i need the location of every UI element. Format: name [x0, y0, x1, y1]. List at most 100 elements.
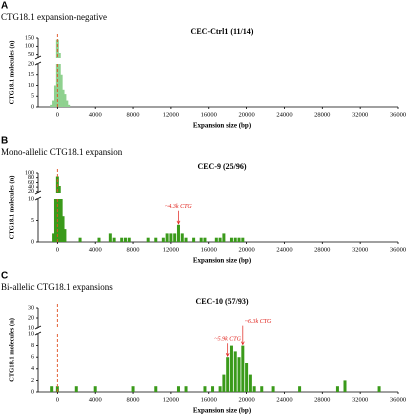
panel-title: Bi-allelic CTG18.1 expansions [1, 282, 113, 292]
x-tick-label: 8000 [127, 111, 140, 118]
bar [203, 386, 207, 392]
bar [218, 237, 222, 242]
y-tick-label: 10 [28, 325, 34, 331]
bar [218, 386, 222, 392]
y-tick-label: 8 [31, 343, 34, 349]
x-tick-label: 4000 [89, 396, 102, 403]
bar [165, 233, 169, 242]
y-axis-label: CTG18.1 molecules (n) [8, 41, 15, 105]
bar [93, 386, 97, 392]
x-tick-label: 36000 [390, 396, 406, 403]
y-tick-label: 10 [28, 196, 34, 202]
panel-label: C [1, 271, 8, 282]
bar [63, 229, 67, 242]
bar [154, 237, 158, 242]
x-tick-label: 28000 [314, 396, 330, 403]
y-tick-label: 40 [28, 184, 34, 190]
x-tick-label: 4000 [89, 111, 102, 118]
bar [233, 237, 237, 242]
x-tick-label: 12000 [163, 246, 179, 253]
axis-break [34, 190, 42, 201]
sample-label: CEC-10 (57/93) [195, 297, 248, 306]
x-axis-label: Expansion size (bp) [193, 257, 252, 265]
bar [184, 237, 188, 242]
panel-label: A [1, 1, 8, 12]
x-tick-label: 16000 [201, 396, 217, 403]
annotation: ~6.3k CTG [245, 319, 272, 325]
bar [74, 386, 78, 392]
bar [176, 224, 180, 242]
bar [271, 386, 275, 392]
annotation: ~5.9k CTG [214, 337, 241, 343]
x-tick-label: 20000 [238, 246, 254, 253]
bar [343, 380, 347, 392]
x-tick-label: 8000 [127, 246, 140, 253]
y-tick-label: 80 [28, 175, 34, 181]
bar [184, 386, 188, 392]
x-tick-label: 8000 [127, 396, 140, 403]
bar [214, 237, 218, 242]
panel-title: CTG18.1 expansion-negative [1, 12, 107, 22]
bar [192, 237, 196, 242]
x-tick-label: 24000 [276, 246, 292, 253]
y-tick-label: 60 [28, 180, 34, 186]
bar [161, 237, 165, 242]
y-tick-label: 6 [31, 355, 34, 361]
bar [298, 386, 302, 392]
x-axis-label: Expansion size (bp) [193, 122, 252, 130]
annotation: ~4.3k CTG [165, 203, 192, 210]
bar [229, 237, 233, 242]
x-axis-label: Expansion size (bp) [193, 407, 252, 415]
x-tick-label: 16000 [201, 246, 217, 253]
x-tick-label: 0 [56, 396, 59, 403]
y-tick-label: 0 [31, 104, 34, 110]
x-tick-label: 12000 [163, 111, 179, 118]
bar [108, 233, 112, 242]
bar [180, 233, 184, 242]
y-tick-label: 20 [28, 315, 34, 321]
bar [248, 374, 252, 392]
y-tick-label: 0 [31, 239, 34, 245]
bar [173, 233, 177, 242]
annotation-arrow [176, 210, 181, 225]
sample-label: CEC-9 (25/96) [197, 162, 246, 171]
axis-break [34, 55, 42, 66]
x-tick-label: 12000 [163, 396, 179, 403]
bar [123, 237, 127, 242]
y-tick-label: 10 [28, 83, 34, 89]
y-tick-label: 20 [28, 189, 34, 195]
bar [252, 386, 256, 392]
bar [203, 237, 207, 242]
bar [169, 233, 173, 242]
bar [245, 363, 249, 392]
y-tick-label: 15 [28, 72, 34, 78]
bar [226, 357, 230, 392]
y-axis-label: CTG18.1 molecules (n) [8, 318, 15, 382]
y-tick-label: 100 [25, 44, 34, 50]
bar [112, 237, 116, 242]
y-axis-label: CTG18.1 molecules (n) [8, 176, 15, 240]
x-tick-label: 24000 [276, 396, 292, 403]
x-tick-label: 32000 [352, 246, 368, 253]
bar [146, 237, 150, 242]
y-tick-label: 30 [28, 305, 34, 311]
x-tick-label: 36000 [390, 246, 406, 253]
bar [260, 386, 264, 392]
panel-title: Mono-allelic CTG18.1 expansion [1, 147, 123, 157]
bar [229, 345, 233, 392]
bar [154, 386, 158, 392]
x-tick-label: 16000 [201, 111, 217, 118]
sample-label: CEC-Ctrl1 (11/14) [191, 27, 254, 36]
bar [78, 237, 82, 242]
x-tick-label: 28000 [314, 111, 330, 118]
bar [335, 386, 339, 392]
bar [127, 237, 131, 242]
y-tick-label: 5 [31, 94, 34, 100]
bar [131, 386, 135, 392]
bar [222, 374, 226, 392]
bar [176, 386, 180, 392]
bar [237, 237, 241, 242]
y-tick-label: 2 [31, 378, 34, 384]
bar [50, 386, 54, 392]
